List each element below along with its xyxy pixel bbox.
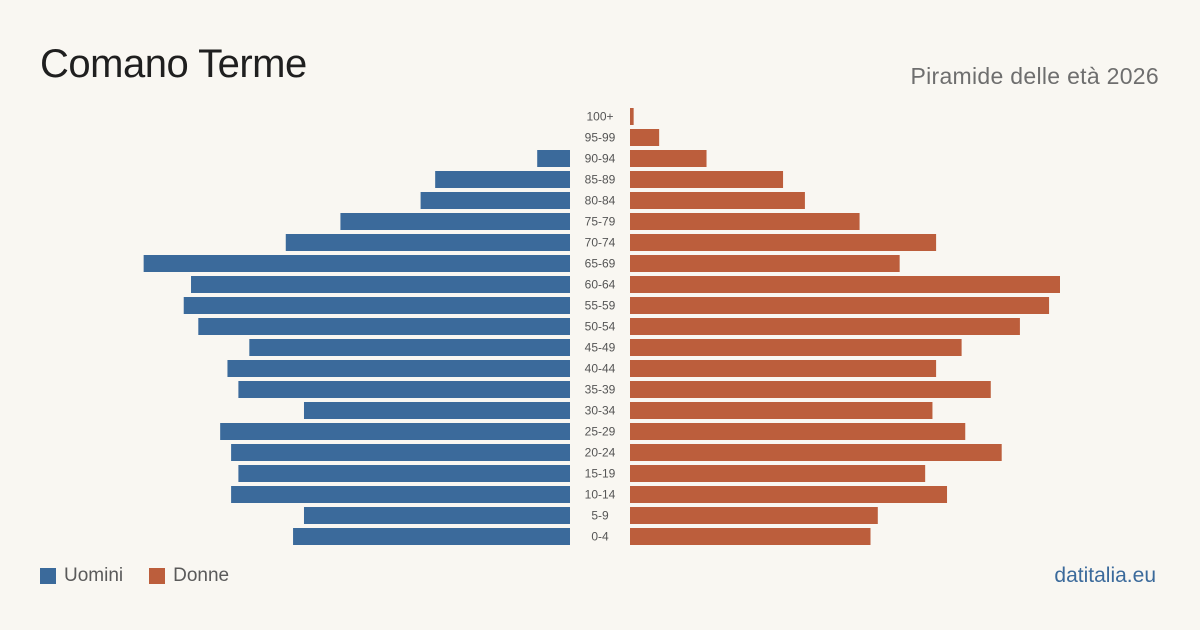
bar-women-30-34	[630, 402, 933, 419]
bar-women-95-99	[630, 129, 660, 146]
bar-women-25-29	[630, 423, 966, 440]
bar-men-55-59	[183, 297, 570, 314]
age-label-25-29: 25-29	[585, 425, 616, 439]
bar-women-20-24	[630, 444, 1002, 461]
bar-men-15-19	[238, 465, 570, 482]
bar-men-40-44	[227, 360, 570, 377]
age-label-55-59: 55-59	[585, 299, 616, 313]
bar-women-75-79	[630, 213, 860, 230]
bar-women-50-54	[630, 318, 1020, 335]
bar-men-50-54	[198, 318, 570, 335]
bar-men-75-79	[340, 213, 570, 230]
bar-women-55-59	[630, 297, 1050, 314]
men-bars-group	[143, 150, 571, 545]
age-label-20-24: 20-24	[585, 446, 616, 460]
bar-women-85-89	[630, 171, 784, 188]
age-label-65-69: 65-69	[585, 257, 616, 271]
age-label-95-99: 95-99	[585, 131, 616, 145]
bar-men-10-14	[231, 486, 571, 503]
bar-women-35-39	[630, 381, 991, 398]
age-label-50-54: 50-54	[585, 320, 616, 334]
bar-men-35-39	[238, 381, 570, 398]
bar-women-10-14	[630, 486, 948, 503]
legend: Uomini Donne	[40, 565, 255, 587]
page-title: Comano Terme	[40, 42, 307, 86]
bar-women-90-94	[630, 150, 707, 167]
bar-men-0-4	[293, 528, 570, 545]
legend-label-men: Uomini	[64, 565, 124, 586]
bar-men-30-34	[303, 402, 570, 419]
bar-men-80-84	[420, 192, 570, 209]
age-label-15-19: 15-19	[585, 467, 616, 481]
bar-women-70-74	[630, 234, 937, 251]
age-label-35-39: 35-39	[585, 383, 616, 397]
age-label-70-74: 70-74	[585, 236, 616, 250]
bar-women-40-44	[630, 360, 937, 377]
legend-item-men: Uomini	[40, 565, 123, 587]
legend-swatch-men	[40, 568, 56, 584]
age-label-45-49: 45-49	[585, 341, 616, 355]
age-label-40-44: 40-44	[585, 362, 616, 376]
age-label-85-89: 85-89	[585, 173, 616, 187]
bar-men-45-49	[249, 339, 571, 356]
legend-swatch-women	[149, 568, 166, 584]
bar-men-70-74	[285, 234, 570, 251]
bar-women-60-64	[630, 276, 1060, 293]
bar-women-0-4	[630, 528, 871, 545]
bar-women-15-19	[630, 465, 926, 482]
chart-subtitle: Piramide delle età 2026	[910, 63, 1159, 89]
age-label-80-84: 80-84	[585, 194, 616, 208]
bar-men-25-29	[220, 423, 570, 440]
age-labels-group: 100+ 95-99 90-94 85-89 80-84 75-79 70-74 65-69 6…	[585, 110, 616, 544]
age-label-30-34: 30-34	[585, 404, 616, 418]
bar-men-60-64	[191, 276, 570, 293]
age-label-0-4: 0-4	[591, 530, 609, 544]
legend-label-women: Donne	[173, 565, 230, 586]
bar-women-45-49	[630, 339, 962, 356]
bar-women-80-84	[630, 192, 805, 209]
legend-item-women: Donne	[149, 565, 229, 587]
age-label-100plus: 100+	[586, 110, 613, 124]
age-label-10-14: 10-14	[585, 488, 616, 502]
age-label-75-79: 75-79	[585, 215, 616, 229]
bar-men-65-69	[143, 255, 570, 272]
brand-link[interactable]: datitalia.eu	[1054, 564, 1156, 587]
age-label-60-64: 60-64	[585, 278, 616, 292]
age-label-5-9: 5-9	[591, 509, 609, 523]
bar-women-65-69	[630, 255, 900, 272]
bar-women-100plus	[630, 108, 634, 125]
bar-men-5-9	[303, 507, 570, 524]
women-bars-group	[630, 108, 1060, 545]
age-label-90-94: 90-94	[585, 152, 616, 166]
bar-men-20-24	[231, 444, 571, 461]
bar-men-85-89	[435, 171, 570, 188]
bar-women-5-9	[630, 507, 878, 524]
bar-men-90-94	[537, 150, 570, 167]
